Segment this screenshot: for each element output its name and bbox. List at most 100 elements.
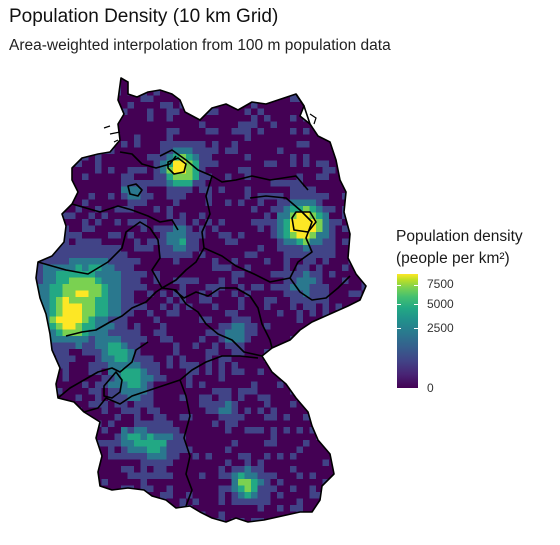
density-cell: [212, 173, 219, 181]
density-cell: [199, 303, 206, 311]
density-cell: [95, 303, 102, 311]
density-cell: [258, 525, 265, 532]
density-cell: [335, 453, 343, 460]
density-cell: [36, 414, 37, 421]
density-cell: [283, 518, 291, 522]
density-cell: [290, 277, 297, 285]
density-cell: [69, 485, 76, 493]
density-cell: [361, 95, 366, 103]
density-cell: [62, 511, 70, 519]
density-cell: [121, 245, 128, 252]
density-cell: [342, 453, 349, 460]
density-cell: [192, 336, 200, 343]
density-cell: [134, 303, 141, 311]
density-cell: [140, 336, 148, 343]
density-cell: [296, 518, 304, 522]
density-cell: [368, 369, 375, 376]
density-cell: [192, 95, 200, 103]
density-cell: [153, 485, 161, 493]
density-cell: [173, 394, 180, 402]
density-cell: [179, 310, 187, 317]
density-cell: [290, 323, 297, 330]
density-cell: [108, 310, 115, 317]
density-cell: [316, 336, 323, 343]
density-cell: [251, 440, 258, 447]
density-cell: [225, 362, 232, 369]
density-cell: [225, 323, 232, 330]
density-cell: [225, 329, 232, 337]
density-cell: [297, 525, 304, 532]
density-cell: [322, 212, 330, 220]
density-cell: [212, 160, 219, 168]
density-cell: [101, 115, 109, 122]
density-cell: [147, 115, 154, 122]
density-cell: [322, 108, 330, 116]
density-cell: [296, 147, 304, 155]
density-cell: [121, 115, 128, 122]
density-cell: [49, 375, 57, 382]
density-cell: [244, 199, 252, 207]
density-cell: [166, 271, 174, 278]
density-cell: [160, 407, 167, 415]
density-cell: [108, 401, 115, 408]
density-cell: [69, 511, 76, 519]
density-cell: [56, 82, 63, 90]
density-cell: [36, 511, 44, 519]
density-cell: [348, 355, 356, 363]
density-cell: [368, 466, 375, 473]
density-cell: [160, 433, 167, 441]
density-cell: [43, 108, 50, 116]
density-cell: [56, 511, 63, 519]
density-cell: [218, 466, 226, 473]
density-cell: [257, 362, 265, 369]
density-cell: [166, 264, 174, 272]
density-cell: [251, 206, 258, 213]
density-cell: [342, 511, 349, 519]
density-cell: [134, 388, 141, 395]
density-cell: [205, 355, 213, 363]
density-cell: [251, 407, 258, 415]
density-cell: [205, 401, 213, 408]
density-cell: [277, 407, 284, 415]
density-cell: [361, 323, 366, 330]
density-cell: [88, 440, 96, 447]
density-cell: [36, 167, 44, 174]
density-cell: [75, 89, 83, 96]
density-cell: [108, 414, 115, 421]
density-cell: [264, 492, 271, 499]
density-cell: [108, 446, 115, 454]
density-cell: [179, 485, 187, 493]
density-cell: [147, 394, 154, 402]
density-cell: [244, 316, 252, 324]
density-cell: [368, 239, 375, 246]
density-cell: [95, 225, 102, 233]
density-cell: [283, 154, 291, 161]
density-cell: [62, 394, 70, 402]
density-cell: [303, 219, 310, 226]
density-cell: [348, 277, 356, 285]
density-cell: [316, 238, 323, 246]
density-cell: [368, 232, 375, 239]
density-cell: [121, 394, 128, 402]
density-cell: [218, 82, 226, 90]
density-cell: [290, 375, 297, 382]
density-cell: [316, 297, 323, 304]
density-cell: [153, 407, 161, 415]
density-cell: [153, 108, 161, 116]
density-cell: [251, 336, 258, 343]
density-cell: [186, 355, 193, 363]
density-cell: [283, 453, 291, 460]
density-cell: [264, 394, 271, 402]
density-cell: [348, 128, 356, 135]
density-cell: [322, 82, 330, 90]
density-cell: [270, 89, 278, 96]
density-cell: [257, 219, 265, 226]
density-cell: [166, 258, 174, 265]
density-cell: [348, 479, 356, 486]
density-cell: [303, 238, 310, 246]
density-cell: [277, 446, 284, 454]
density-cell: [225, 121, 232, 129]
density-cell: [251, 82, 258, 90]
density-cell: [43, 303, 50, 311]
density-cell: [251, 525, 258, 532]
